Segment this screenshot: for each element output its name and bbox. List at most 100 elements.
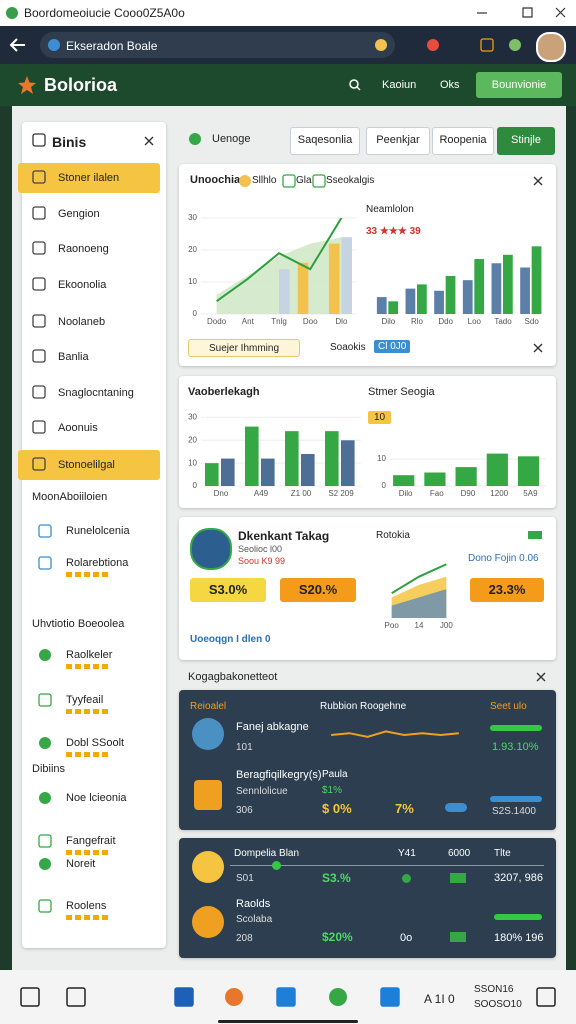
sidebar-item[interactable]: Gengion bbox=[58, 208, 100, 220]
icon bbox=[32, 314, 46, 328]
row-col: Paula bbox=[322, 769, 348, 780]
icon bbox=[189, 133, 201, 145]
sidebar-item[interactable]: Stonoelilgal bbox=[58, 459, 115, 471]
icon bbox=[282, 174, 296, 188]
stat-box: S3.0% bbox=[190, 578, 266, 602]
row-value: S2S.1400 bbox=[492, 806, 536, 817]
nav-link[interactable]: Oks bbox=[440, 79, 460, 91]
sidebar-item[interactable]: Snaglocntaning bbox=[58, 387, 134, 399]
group-item[interactable]: Dobl SSoolt bbox=[66, 737, 125, 749]
bar bbox=[445, 275, 456, 314]
x-tick-label: 14 bbox=[415, 621, 424, 630]
window-control bbox=[477, 12, 487, 14]
icon-shape bbox=[32, 241, 46, 255]
close-stroke bbox=[536, 672, 546, 682]
group-item[interactable]: Runelolcenia bbox=[66, 525, 130, 537]
close-icon bbox=[533, 343, 543, 353]
icon bbox=[38, 834, 52, 848]
logo: Bolorioa bbox=[44, 75, 118, 95]
row-value: 1.93.10% bbox=[492, 741, 539, 753]
chart: Dilo Rlo Ddo Loo Tado Sdo bbox=[376, 246, 542, 326]
icon-shape bbox=[239, 175, 251, 187]
search-lens bbox=[349, 79, 359, 89]
icon-shape bbox=[39, 737, 51, 749]
bar bbox=[517, 456, 540, 486]
group-item[interactable]: Noreit bbox=[66, 858, 96, 870]
icon bbox=[38, 693, 52, 707]
sidebar-item[interactable]: Aoonuis bbox=[58, 422, 98, 434]
y-tick-label: 10 bbox=[188, 458, 197, 467]
row-value: 3207, 986 bbox=[494, 872, 543, 884]
group-item[interactable]: Fangefrait bbox=[66, 835, 116, 847]
icon-shape bbox=[32, 170, 46, 184]
sidebar-item[interactable]: Noolaneb bbox=[58, 316, 106, 328]
filter-button[interactable]: Roopenia bbox=[432, 127, 494, 155]
icon bbox=[38, 556, 52, 570]
footer-chip[interactable]: Suejer Ihmming bbox=[188, 339, 300, 357]
x-tick-label: Fao bbox=[430, 489, 444, 498]
avatar bbox=[192, 851, 224, 883]
sidebar-item[interactable]: Banlia bbox=[58, 351, 89, 363]
x-tick-label: Loo bbox=[468, 317, 482, 326]
group-item[interactable]: Rolarebtiona bbox=[66, 557, 129, 569]
icon bbox=[39, 792, 51, 804]
icon bbox=[32, 206, 46, 220]
taskbar-icon bbox=[380, 987, 400, 1007]
icon-shape bbox=[38, 524, 52, 538]
sidebar-item[interactable]: Raonoeng bbox=[58, 243, 109, 255]
y-tick-label: 10 bbox=[188, 277, 197, 286]
column-header: Seet ulo bbox=[490, 701, 527, 712]
bar bbox=[341, 440, 355, 486]
taskbar-icon bbox=[174, 987, 194, 1007]
icon bbox=[375, 39, 387, 51]
y-tick-label: 0 bbox=[193, 481, 198, 490]
chart-title: Rotokia bbox=[376, 530, 410, 541]
sidebar-item[interactable]: Stoner ilalen bbox=[58, 172, 120, 184]
card-link[interactable]: Uoeoqgn I dlen 0 bbox=[190, 634, 271, 645]
column-header: Rubbion Roogehne bbox=[320, 701, 407, 712]
row-id: 306 bbox=[236, 805, 253, 816]
logo-star bbox=[18, 76, 36, 94]
logo-icon bbox=[18, 76, 36, 94]
column-header: Dompelia Blan bbox=[234, 848, 300, 859]
x-tick-label: 1200 bbox=[490, 489, 508, 498]
column-header: Tlte bbox=[494, 848, 511, 859]
icon-shape bbox=[39, 649, 51, 661]
bar bbox=[325, 431, 339, 486]
x-tick-label: Tado bbox=[494, 317, 512, 326]
bar bbox=[393, 475, 415, 486]
filter-button[interactable]: Peenkjar bbox=[366, 127, 430, 155]
icon-shape bbox=[48, 39, 60, 51]
cta-button[interactable]: Bounvionie bbox=[476, 72, 562, 98]
bar bbox=[328, 243, 340, 314]
taskbar-icon bbox=[329, 988, 347, 1006]
close-icon bbox=[536, 672, 546, 682]
icon-shape bbox=[32, 349, 46, 363]
url-field[interactable] bbox=[40, 32, 395, 58]
y-tick-label: 20 bbox=[188, 245, 197, 254]
icon-shape bbox=[189, 133, 201, 145]
chart: Poo 14 J00 bbox=[385, 563, 453, 630]
tray-date: SOOSO10 bbox=[474, 999, 522, 1010]
icon bbox=[480, 38, 494, 52]
icon-shape bbox=[6, 7, 18, 19]
y-tick-label: 20 bbox=[188, 435, 197, 444]
x-tick-label: 5A9 bbox=[523, 489, 538, 498]
filter-button[interactable]: Stinjle bbox=[497, 127, 555, 155]
row-sub: Sennlolicue bbox=[236, 786, 288, 797]
close-icon bbox=[144, 136, 154, 146]
sidebar-item[interactable]: Ekoonolia bbox=[58, 279, 107, 291]
nav-link[interactable]: Kaoiun bbox=[382, 79, 417, 91]
tray-language: A 1I 0 bbox=[424, 992, 455, 1006]
filter-button[interactable]: Saqesonlia bbox=[290, 127, 360, 155]
row-id: S01 bbox=[236, 873, 254, 884]
window-control-icon bbox=[522, 7, 533, 18]
taskbar-icon-shape bbox=[20, 987, 40, 1007]
group-item[interactable]: Noe lcieonia bbox=[66, 792, 127, 804]
group-item[interactable]: Raolkeler bbox=[66, 649, 113, 661]
icon bbox=[509, 39, 521, 51]
group-item[interactable]: Roolens bbox=[66, 900, 107, 912]
icon bbox=[38, 899, 52, 913]
group-item[interactable]: Tyyfeail bbox=[66, 694, 104, 706]
footer-label: Soaokis bbox=[330, 342, 366, 353]
